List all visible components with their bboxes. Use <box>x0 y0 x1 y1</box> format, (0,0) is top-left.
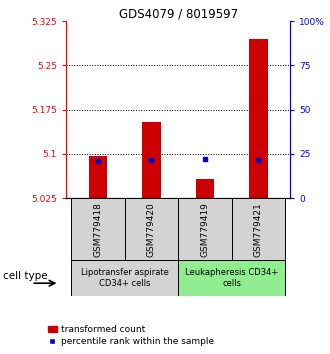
Bar <box>71 198 125 260</box>
Bar <box>71 260 178 296</box>
Text: GSM779419: GSM779419 <box>200 202 210 257</box>
Bar <box>142 121 161 198</box>
Bar <box>232 198 285 260</box>
Legend: transformed count, percentile rank within the sample: transformed count, percentile rank withi… <box>44 321 218 349</box>
Bar <box>178 260 285 296</box>
Text: GSM779421: GSM779421 <box>254 202 263 257</box>
Text: GSM779420: GSM779420 <box>147 202 156 257</box>
Title: GDS4079 / 8019597: GDS4079 / 8019597 <box>119 7 238 20</box>
Bar <box>196 179 214 198</box>
Text: GSM779418: GSM779418 <box>94 202 103 257</box>
Bar <box>89 156 107 198</box>
Text: cell type: cell type <box>3 271 48 281</box>
Text: Lipotransfer aspirate
CD34+ cells: Lipotransfer aspirate CD34+ cells <box>81 268 169 287</box>
Bar <box>178 198 232 260</box>
Text: Leukapheresis CD34+
cells: Leukapheresis CD34+ cells <box>185 268 278 287</box>
Bar <box>249 39 268 198</box>
Bar <box>125 198 178 260</box>
